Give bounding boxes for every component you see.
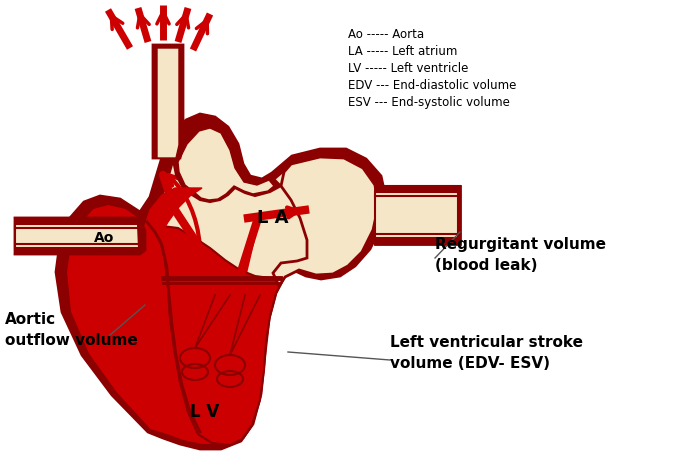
Polygon shape — [375, 186, 460, 244]
Polygon shape — [273, 157, 378, 286]
Polygon shape — [15, 218, 145, 254]
Text: EDV --- End-diastolic volume: EDV --- End-diastolic volume — [348, 79, 516, 92]
Polygon shape — [145, 188, 202, 235]
Text: Left ventricular stroke
volume (EDV- ESV): Left ventricular stroke volume (EDV- ESV… — [390, 335, 583, 371]
Polygon shape — [153, 45, 183, 158]
Polygon shape — [66, 204, 222, 445]
Text: LV ----- Left ventricle: LV ----- Left ventricle — [348, 62, 469, 75]
Text: Regurgitant volume
(blood leak): Regurgitant volume (blood leak) — [435, 237, 606, 273]
Text: L A: L A — [258, 209, 289, 227]
Polygon shape — [375, 192, 458, 238]
Polygon shape — [56, 114, 386, 449]
Text: LA ----- Left atrium: LA ----- Left atrium — [348, 45, 458, 58]
Text: L V: L V — [190, 403, 220, 421]
Text: ESV --- End-systolic volume: ESV --- End-systolic volume — [348, 96, 510, 109]
Polygon shape — [152, 226, 285, 445]
Polygon shape — [178, 128, 274, 200]
Text: Ao: Ao — [94, 231, 114, 245]
Text: Ao ----- Aorta: Ao ----- Aorta — [348, 28, 424, 41]
Polygon shape — [15, 224, 139, 248]
Polygon shape — [157, 48, 179, 158]
Polygon shape — [66, 124, 378, 445]
Text: Aortic
outflow volume: Aortic outflow volume — [5, 312, 138, 348]
Polygon shape — [173, 124, 281, 202]
